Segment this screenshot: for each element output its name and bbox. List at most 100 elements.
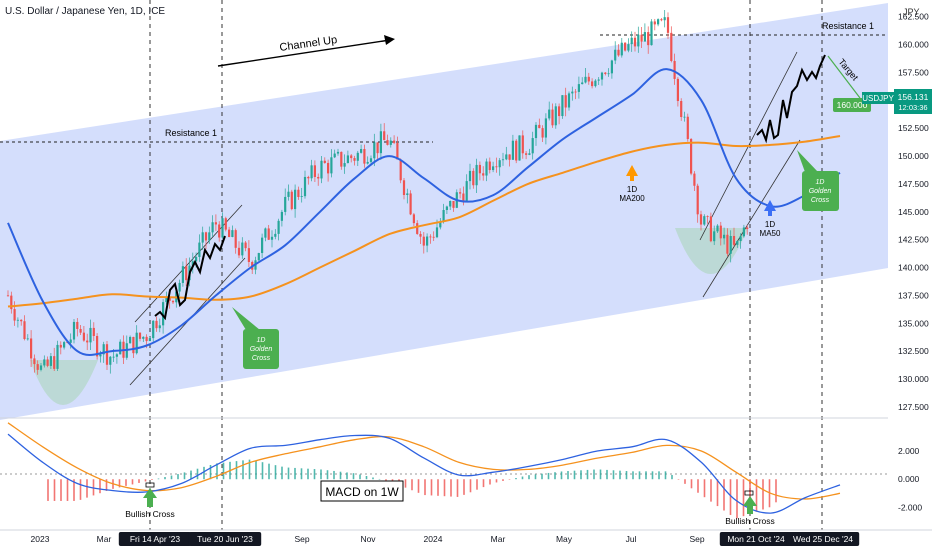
candle-body (241, 242, 244, 256)
candle-body (723, 234, 726, 239)
macd-histogram-bar (203, 466, 205, 480)
candle-body (478, 164, 481, 174)
candle-body (102, 344, 105, 355)
candle-body (105, 344, 109, 365)
candle-body (475, 164, 478, 186)
macd-histogram-bar (157, 478, 160, 480)
ma200-line (7, 135, 841, 308)
macd-histogram-bar (66, 479, 69, 501)
candle-body (676, 78, 679, 102)
candle-body (657, 19, 660, 25)
candle-body (277, 220, 280, 234)
time-axis[interactable]: 2023 Mar Fri 14 Apr '23 Tue 20 Jun '23 Sep No… (31, 532, 860, 546)
candle-body (584, 76, 587, 83)
candle-body (597, 79, 600, 81)
candle-body (287, 191, 290, 197)
candle-body (706, 216, 709, 217)
candle-body (719, 225, 722, 239)
candle-body (43, 359, 46, 366)
candle-body (59, 344, 62, 348)
macd-histogram-bar (560, 471, 563, 480)
candle-body (115, 354, 118, 357)
candle-body (620, 42, 623, 56)
candle-body (6, 295, 10, 297)
candle-body (323, 160, 326, 163)
candle-body (426, 236, 429, 246)
candle-body (237, 247, 241, 256)
currency-label: JPY (903, 7, 920, 17)
macd-histogram-bar (47, 479, 49, 501)
candle-body (696, 185, 699, 215)
candle-body (581, 82, 584, 85)
macd-histogram-bar (456, 479, 459, 497)
candle-body (399, 159, 402, 181)
macd-histogram-bar (684, 479, 686, 484)
macd-histogram-bar (430, 479, 433, 496)
candle-body (171, 300, 175, 303)
candle-body (666, 17, 670, 33)
macd-histogram-bar (625, 471, 628, 480)
macd-histogram-bar (378, 478, 381, 480)
candle-body (432, 236, 435, 238)
candle-body (142, 336, 145, 339)
macd-histogram-bar (60, 479, 62, 501)
candle-body (591, 81, 594, 87)
time-tick-label: Tue 20 Jun '23 (197, 534, 253, 544)
price-axis[interactable]: 162.500160.000157.500155.000152.500150.0… (898, 12, 929, 412)
macd-histogram-bar (79, 479, 82, 500)
macd-histogram-bar (528, 475, 530, 480)
price-tick-label: 130.000 (898, 374, 929, 384)
macd-histogram-bar (697, 479, 699, 493)
ma50-line (7, 68, 841, 357)
candle-body (396, 142, 399, 160)
target-badge: 160.000 (833, 98, 871, 112)
macd-axis[interactable]: 2.000 0.000 -2.000 (898, 446, 922, 512)
chart-title: U.S. Dollar / Japanese Yen, 1D, ICE (5, 6, 165, 17)
candle-body (600, 72, 604, 80)
candle-body (739, 236, 742, 242)
candle-body (224, 218, 227, 230)
candle-body (647, 32, 650, 46)
macd-histogram-bar (164, 477, 166, 480)
macd-histogram-bar (599, 469, 602, 480)
resistance-right-label: Resistance 1 (822, 21, 874, 31)
time-label-highlight (188, 532, 262, 546)
price-tick-label: 132.500 (898, 346, 929, 356)
candle-body (515, 140, 518, 161)
macd-histogram-bar (586, 469, 589, 480)
candle-body (208, 232, 211, 241)
candle-body (551, 109, 554, 126)
candle-body (627, 44, 630, 51)
candle-body (482, 173, 485, 176)
candle-body (109, 356, 112, 365)
candle-body (33, 358, 36, 365)
candle-body (343, 163, 346, 167)
candle-body (746, 227, 749, 230)
macd-histogram-bar (261, 462, 264, 480)
candle-body (534, 124, 538, 139)
macd-histogram-bar (762, 479, 764, 510)
candle-body (373, 142, 376, 159)
price-tick-label: 140.000 (898, 263, 929, 273)
candle-body (198, 242, 201, 257)
macd-histogram-bar (339, 471, 342, 480)
candle-body (699, 214, 703, 225)
candle-body (709, 216, 712, 242)
macd-histogram-bar (333, 470, 335, 480)
macd-histogram-bar (300, 468, 303, 480)
candle-body (168, 297, 171, 301)
candle-body (356, 152, 359, 161)
candle-body (640, 34, 643, 42)
golden-cross-callout-2023: 1D Golden Cross (232, 307, 279, 369)
macd-histogram-bar (287, 467, 290, 480)
time-label-highlight (118, 532, 192, 546)
macd-histogram-bar (437, 479, 439, 496)
candle-body (231, 230, 234, 237)
candle-body (693, 173, 696, 186)
macd-histogram-bar (99, 479, 101, 494)
candle-body (201, 232, 204, 243)
macd-histogram-bar (580, 470, 582, 480)
macd-histogram-bar (274, 465, 277, 480)
macd-histogram-bar (443, 479, 446, 497)
